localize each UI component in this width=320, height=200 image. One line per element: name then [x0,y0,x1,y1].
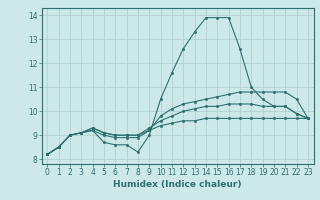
X-axis label: Humidex (Indice chaleur): Humidex (Indice chaleur) [113,180,242,189]
